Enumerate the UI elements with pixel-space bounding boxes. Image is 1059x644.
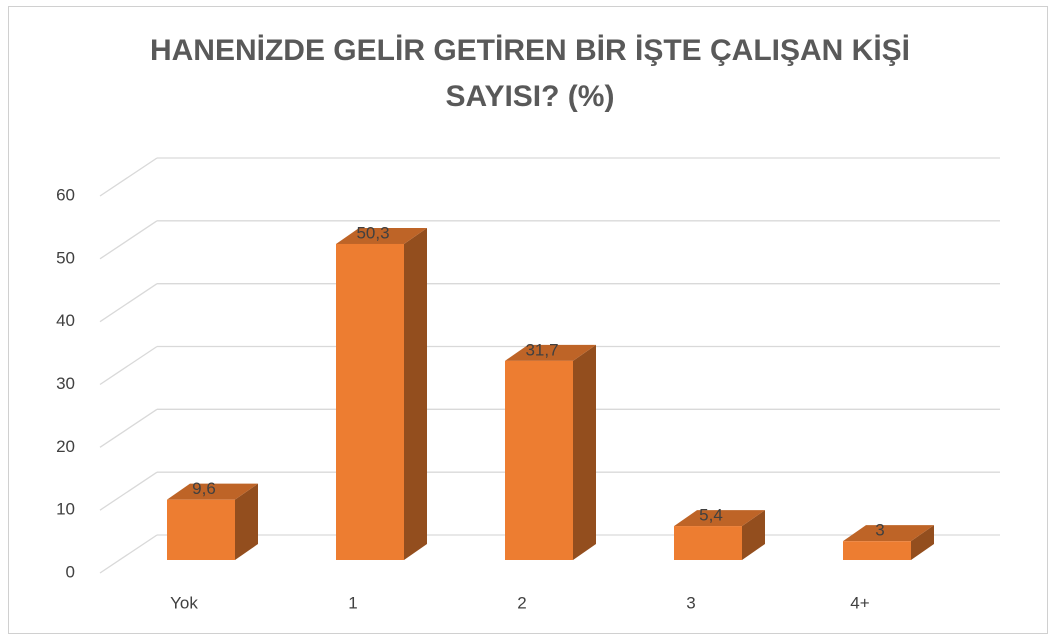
value-label: 9,6 <box>192 479 216 498</box>
bar-top <box>505 344 596 361</box>
bar-top <box>336 227 427 244</box>
x-tick-label: 3 <box>686 593 695 612</box>
x-tick-label: 2 <box>517 593 526 612</box>
bar <box>167 499 235 560</box>
bar-top <box>674 510 765 527</box>
y-tick-label: 20 <box>56 437 75 456</box>
bar-side <box>404 227 427 560</box>
chart-frame <box>8 6 1048 634</box>
grid-line <box>99 220 158 260</box>
bar-side <box>911 525 934 560</box>
bar <box>843 541 911 560</box>
bar-side <box>573 344 596 560</box>
y-tick-label: 50 <box>56 248 75 267</box>
bar-top <box>843 525 934 542</box>
grid-line <box>99 534 158 574</box>
grid-line <box>99 345 158 386</box>
bar-side <box>235 483 258 560</box>
y-tick-label: 60 <box>56 185 75 204</box>
bar <box>674 526 742 560</box>
y-tick-label: 0 <box>66 562 75 581</box>
bar-side <box>742 510 765 560</box>
bar <box>505 360 573 560</box>
y-tick-label: 40 <box>56 311 75 330</box>
value-label: 5,4 <box>699 506 723 525</box>
value-label: 31,7 <box>525 340 558 359</box>
y-tick-label: 10 <box>56 500 75 519</box>
grid-line <box>99 408 158 448</box>
grid-line <box>99 471 158 511</box>
y-tick-label: 30 <box>56 374 75 393</box>
bar-top <box>167 483 258 500</box>
x-tick-label: Yok <box>170 593 198 612</box>
x-tick-label: 1 <box>348 593 357 612</box>
chart-title: HANENİZDE GELİR GETİREN BİR İŞTE ÇALIŞAN… <box>149 34 911 113</box>
x-tick-label: 4+ <box>850 593 869 612</box>
value-label: 3 <box>875 521 884 540</box>
grid-line <box>99 157 158 197</box>
value-label: 50,3 <box>356 223 389 242</box>
bar <box>336 243 404 560</box>
grid-line <box>99 283 158 323</box>
